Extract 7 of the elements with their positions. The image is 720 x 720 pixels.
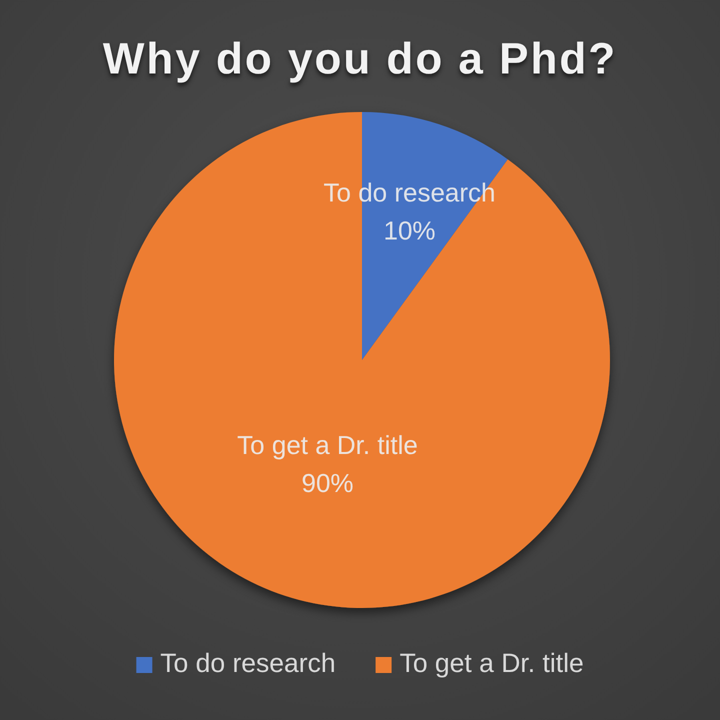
legend-label: To do research — [160, 648, 336, 678]
slice-label: To get a Dr. title — [237, 430, 418, 460]
legend-label: To get a Dr. title — [400, 648, 584, 678]
data-label: 10% — [383, 216, 436, 246]
pie-slice — [114, 112, 610, 608]
chart-title: Why do you do a Phd? — [102, 34, 618, 84]
data-label: 90% — [301, 468, 354, 498]
